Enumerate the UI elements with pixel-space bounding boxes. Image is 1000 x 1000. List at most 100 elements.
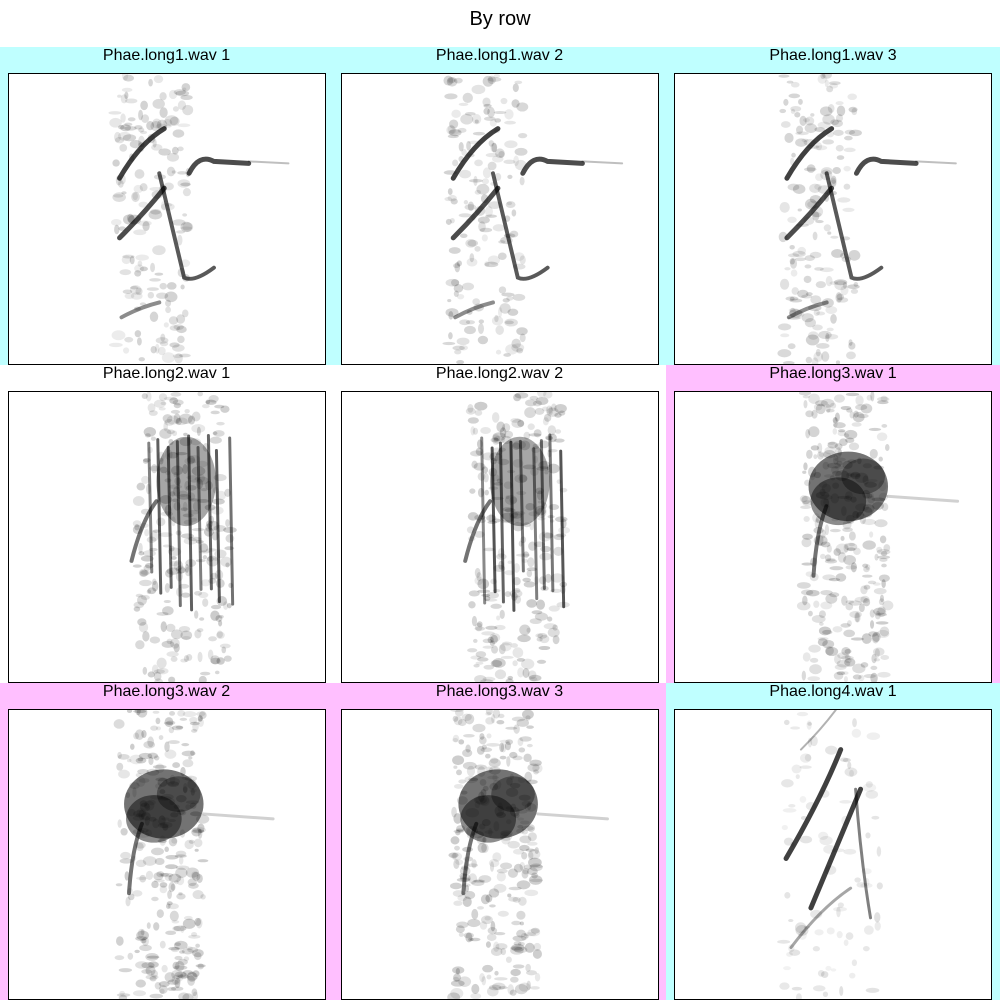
spectrogram-blob <box>132 890 143 897</box>
spectrogram-blob <box>461 148 467 156</box>
spectrogram-blob <box>789 949 801 956</box>
spectrogram-blob <box>495 943 508 950</box>
spectrogram-blob <box>505 726 518 730</box>
spectrogram-blob <box>470 450 483 457</box>
spectrogram-blob <box>810 212 822 218</box>
spectrogram-blob <box>516 102 529 112</box>
spectrogram-blob <box>874 921 881 931</box>
spectrogram-blob <box>528 433 542 437</box>
spectrogram-blob <box>497 252 507 261</box>
spectrogram-plot <box>674 709 992 1000</box>
spectrogram-blob <box>197 718 204 727</box>
spectrogram-blob <box>505 344 519 355</box>
panel-title: Phae.long2.wav 1 <box>102 365 231 382</box>
spectrogram-blob <box>150 436 156 441</box>
spectrogram-blob <box>216 421 225 426</box>
spectrogram-blob <box>836 293 844 301</box>
spectrogram-blob <box>173 89 186 96</box>
spectrogram-blob <box>170 638 180 649</box>
spectrogram-blob <box>492 710 501 719</box>
spectrogram-blob <box>133 732 140 740</box>
spectrogram-blob <box>812 946 820 952</box>
spectrogram-stroke <box>799 710 837 751</box>
spectrogram-blob <box>785 296 799 301</box>
spectrogram-blob <box>530 927 540 934</box>
spectrogram-blob <box>152 138 157 148</box>
spectrogram-blob <box>136 876 148 880</box>
spectrogram-blob <box>472 298 480 306</box>
spectrogram-panel: Phae.long1.wav 1 <box>0 47 333 365</box>
spectrogram-blob <box>874 912 881 923</box>
spectrogram-blob <box>845 600 855 604</box>
spectrogram-blob <box>500 520 512 524</box>
spectrogram-blob <box>458 779 466 784</box>
spectrogram-stroke <box>463 499 493 563</box>
spectrogram-blob <box>182 222 194 232</box>
spectrogram-blob <box>817 638 828 647</box>
spectrogram-blob <box>843 629 855 638</box>
spectrogram-blob <box>159 107 168 118</box>
spectrogram-blob <box>207 649 214 660</box>
spectrogram-blob <box>843 939 849 946</box>
spectrogram-blob <box>517 941 525 947</box>
spectrogram-blob <box>469 253 475 263</box>
spectrogram-blob <box>182 993 194 999</box>
spectrogram-blob <box>181 743 190 747</box>
spectrogram-blob <box>798 98 803 105</box>
spectrogram-blob <box>123 74 135 82</box>
spectrogram-blob <box>543 623 557 630</box>
spectrogram-stroke <box>498 441 505 604</box>
spectrogram-blob <box>514 595 522 604</box>
spectrogram-blob <box>174 971 187 978</box>
spectrogram-blob <box>792 184 806 194</box>
spectrogram-blob <box>510 968 521 977</box>
spectrogram-blob <box>476 835 486 845</box>
spectrogram-blob <box>109 117 122 128</box>
spectrogram-blob <box>807 737 813 748</box>
spectrogram-blob <box>504 741 511 751</box>
spectrogram-blob <box>520 658 535 670</box>
spectrogram-blob <box>529 864 544 869</box>
spectrogram-blob <box>860 403 873 414</box>
spectrogram-blob <box>511 418 525 428</box>
spectrogram-blob <box>865 564 871 570</box>
spectrogram-blob <box>812 513 820 523</box>
spectrogram-blob <box>489 119 497 127</box>
spectrogram-blob <box>475 661 484 665</box>
spectrogram-blob <box>811 357 819 364</box>
spectrogram-blob <box>124 293 135 300</box>
spectrogram-blob <box>487 927 498 935</box>
spectrogram-blob <box>499 742 505 753</box>
spectrogram-blob <box>819 553 826 560</box>
spectrogram-blob <box>463 932 474 939</box>
spectrogram-blob <box>811 615 826 623</box>
spectrogram-blob <box>132 192 138 201</box>
spectrogram-blob <box>871 653 877 664</box>
spectrogram-blob <box>819 621 824 626</box>
spectrogram-blob <box>148 756 154 766</box>
spectrogram-blob <box>180 630 193 641</box>
spectrogram-blob <box>145 870 154 880</box>
spectrogram-blob <box>133 606 141 612</box>
spectrogram-blob <box>534 407 545 415</box>
spectrogram-blob <box>866 732 881 740</box>
spectrogram-blob <box>527 763 540 772</box>
spectrogram-blob <box>476 621 483 628</box>
spectrogram-blob <box>113 719 125 729</box>
spectrogram-blob <box>129 140 142 149</box>
spectrogram-blob <box>138 109 144 121</box>
spectrogram-blob <box>151 143 163 151</box>
spectrogram-blob <box>500 742 507 753</box>
spectrogram-blob <box>526 970 537 976</box>
spectrogram-blob <box>799 115 807 126</box>
spectrogram-blob <box>192 721 199 732</box>
spectrogram-blob <box>474 245 481 252</box>
spectrogram-blob <box>206 555 219 567</box>
spectrogram-blob <box>175 90 190 97</box>
spectrogram-blob <box>210 655 220 665</box>
spectrogram-blob <box>180 658 188 663</box>
spectrogram-blob <box>487 161 497 171</box>
spectrogram-blob <box>801 537 812 548</box>
spectrogram-blob <box>872 631 881 643</box>
spectrogram-blob <box>197 628 204 633</box>
